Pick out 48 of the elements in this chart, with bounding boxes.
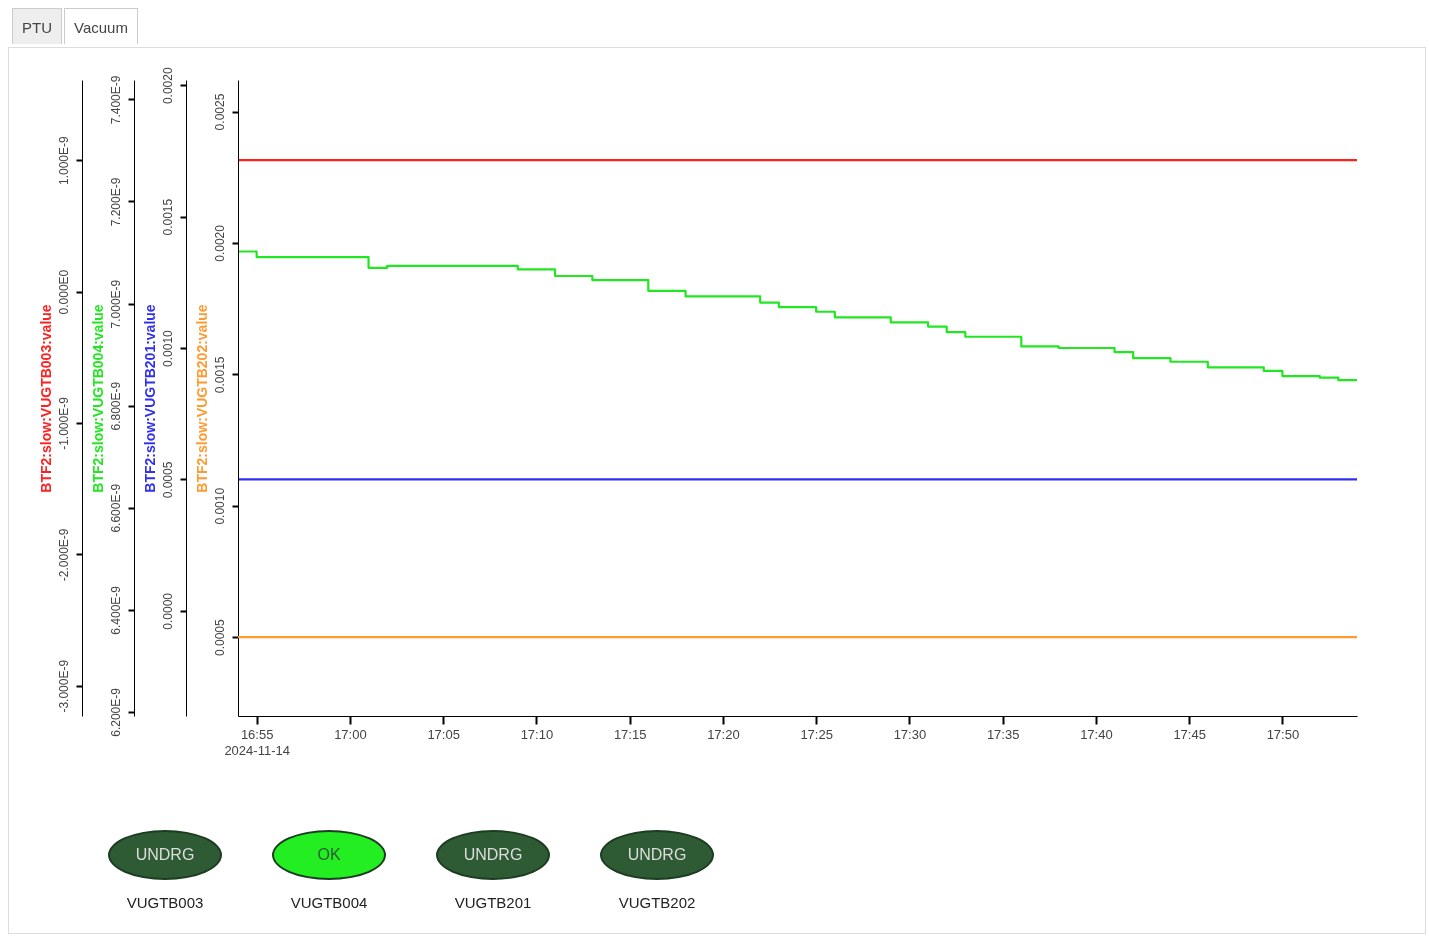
x-tick-label: 17:10 [520, 726, 554, 742]
y-axis-title: BTF2:slow:VUGTB003:value [37, 304, 54, 493]
y2-axis-title: BTF2:slow:VUGTB004:value [89, 304, 106, 493]
x-tick-label: 17:00 [334, 726, 367, 742]
x-tick-label: 16:55 2024-11-14 [224, 726, 290, 758]
y2-tick-label: 6.800E-9 [108, 381, 123, 431]
y2-tick-label: 7.200E-9 [108, 177, 123, 227]
y3-tick-label: 0.0000 [160, 592, 175, 630]
text: VUGTB202 [617, 894, 697, 911]
y3-tick-label: 0.0005 [160, 461, 175, 499]
y2-tick-label: 7.000E-9 [108, 279, 123, 329]
text: VUGTB201 [453, 894, 533, 911]
x-tick-label: 17:15 [613, 726, 647, 742]
x-tick-label: 17:35 [986, 726, 1020, 742]
x-tick-label: 17:05 [427, 726, 460, 742]
y-tick-label: 0.000E0 [56, 269, 71, 315]
x-tick-label: 17:50 [1266, 726, 1300, 742]
text: Vacuum [64, 8, 138, 44]
x-tick-label: 17:20 [707, 726, 740, 742]
text: VUGTB004 [289, 894, 369, 911]
y3-axis-title: BTF2:slow:VUGTB201:value [141, 304, 158, 493]
y3-tick-label: 0.0010 [160, 329, 175, 367]
y-tick-label: 0.0015 [212, 356, 227, 394]
text: OK [272, 830, 386, 880]
y-axis-title: BTF2:slow:VUGTB202:value [193, 304, 210, 493]
x-tick-label: 17:30 [893, 726, 927, 742]
y2-tick-label: 6.200E-9 [108, 687, 123, 737]
y3-tick-label: 0.0020 [160, 67, 175, 105]
y-tick-label: 0.0005 [212, 618, 227, 657]
y-tick-label: 0.0010 [212, 487, 227, 525]
y-tick-label: 0.0025 [212, 93, 227, 131]
y2-tick-label: 6.400E-9 [108, 585, 123, 635]
y-tick-label: 0.0020 [212, 224, 227, 262]
x-tick-label: 17:40 [1080, 726, 1113, 742]
text: UNDRG [600, 830, 714, 880]
x-tick-label: 17:25 [800, 726, 833, 742]
x-tick-label: 17:45 [1173, 726, 1206, 742]
y-tick-label: -3.000E-9 [56, 659, 71, 713]
y2-tick-label: 7.400E-9 [108, 75, 123, 125]
y-tick-label: -2.000E-9 [56, 528, 71, 582]
y-tick-label: -1.000E-9 [56, 396, 71, 450]
y3-tick-label: 0.0015 [160, 198, 175, 236]
text: UNDRG [108, 830, 222, 880]
y2-tick-label: 6.600E-9 [108, 483, 123, 533]
y-tick-label: 1.000E-9 [56, 135, 71, 186]
text: UNDRG [436, 830, 550, 880]
text: PTU [12, 8, 62, 44]
text: VUGTB003 [125, 894, 205, 911]
